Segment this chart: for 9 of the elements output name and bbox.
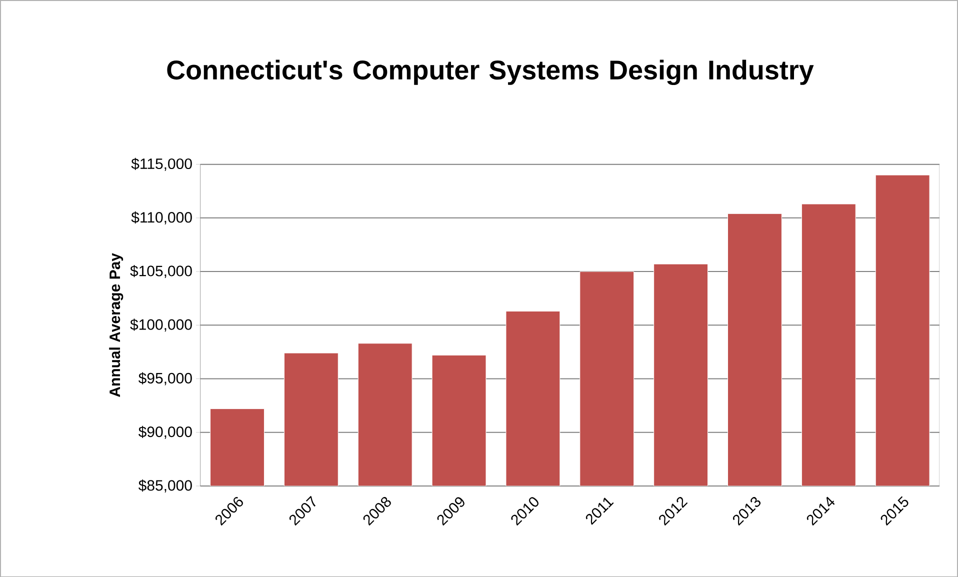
y-tick-label: $100,000 — [130, 318, 192, 332]
y-tick-label: $115,000 — [131, 158, 192, 171]
chart-title: Connecticut's Computer Systems Design Industry — [167, 60, 814, 85]
y-tick-label: $95,000 — [138, 372, 192, 386]
y-tick-label: $85,000 — [138, 479, 192, 492]
y-tick-label: $105,000 — [130, 264, 192, 278]
y-axis-title: Annual Average Pay — [109, 252, 124, 397]
y-tick-label: $110,000 — [131, 211, 192, 224]
y-tick-label: $90,000 — [138, 426, 192, 439]
